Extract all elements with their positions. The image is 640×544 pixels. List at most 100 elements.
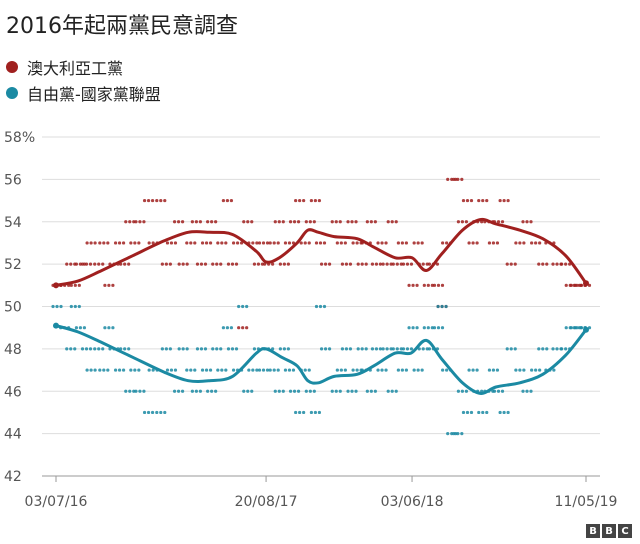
poll-point-labor bbox=[234, 262, 239, 266]
legend-label-coalition: 自由黨-國家黨聯盟 bbox=[27, 85, 161, 104]
poll-point-coalition bbox=[185, 368, 189, 372]
poll-point-labor bbox=[128, 220, 132, 224]
poll-point-coalition bbox=[273, 389, 277, 393]
poll-point-coalition bbox=[198, 389, 202, 393]
poll-point-coalition bbox=[237, 304, 241, 309]
poll-point-coalition bbox=[395, 347, 399, 351]
x-tick-label: 03/07/16 bbox=[25, 494, 88, 510]
poll-point-coalition bbox=[103, 326, 107, 330]
poll-point-coalition bbox=[456, 389, 461, 393]
poll-point-labor bbox=[496, 220, 501, 224]
poll-point-labor bbox=[461, 198, 466, 203]
poll-point-labor bbox=[261, 241, 266, 245]
poll-point-labor bbox=[251, 241, 255, 245]
poll-point-labor bbox=[407, 283, 411, 287]
poll-point-labor bbox=[241, 326, 245, 330]
poll-point-labor bbox=[481, 198, 485, 203]
poll-point-coalition bbox=[312, 389, 316, 393]
poll-point-labor bbox=[246, 220, 250, 224]
poll-point-coalition bbox=[314, 304, 319, 309]
poll-point-labor bbox=[464, 220, 469, 224]
poll-point-coalition bbox=[200, 368, 205, 372]
poll-point-labor bbox=[101, 262, 105, 266]
poll-point-coalition bbox=[291, 368, 296, 372]
poll-point-labor bbox=[475, 241, 479, 245]
poll-point-coalition bbox=[73, 347, 77, 351]
poll-point-coalition bbox=[374, 347, 379, 351]
poll-point-coalition bbox=[394, 389, 398, 393]
poll-point-coalition bbox=[496, 389, 501, 393]
poll-point-labor bbox=[348, 262, 353, 266]
poll-point-labor bbox=[415, 283, 419, 287]
poll-point-labor bbox=[394, 220, 398, 224]
poll-point-labor bbox=[107, 283, 111, 287]
poll-point-labor bbox=[172, 220, 177, 224]
poll-point-coalition bbox=[411, 326, 415, 330]
poll-point-labor bbox=[346, 220, 350, 224]
poll-point-coalition bbox=[318, 304, 323, 309]
poll-point-coalition bbox=[564, 347, 568, 351]
poll-point-labor bbox=[335, 241, 339, 245]
poll-point-coalition bbox=[241, 304, 245, 309]
poll-point-labor bbox=[111, 283, 115, 287]
poll-point-coalition bbox=[268, 368, 272, 372]
poll-point-labor bbox=[185, 241, 189, 245]
poll-point-labor bbox=[509, 262, 513, 266]
poll-point-labor bbox=[93, 262, 97, 266]
poll-point-coalition bbox=[180, 389, 185, 393]
poll-point-coalition bbox=[327, 347, 332, 351]
poll-point-labor bbox=[214, 220, 218, 224]
poll-point-labor bbox=[343, 241, 347, 245]
poll-point-labor bbox=[386, 220, 390, 224]
poll-point-coalition bbox=[142, 389, 146, 393]
poll-point-labor bbox=[538, 241, 542, 245]
poll-point-labor bbox=[564, 283, 568, 287]
y-tick-label: 46 bbox=[4, 384, 22, 400]
poll-point-labor bbox=[296, 220, 301, 224]
poll-point-coalition bbox=[185, 347, 189, 351]
poll-point-coalition bbox=[137, 368, 141, 372]
poll-point-coalition bbox=[569, 326, 573, 330]
poll-point-labor bbox=[340, 262, 345, 266]
poll-point-labor bbox=[203, 262, 208, 266]
poll-point-labor bbox=[500, 220, 505, 224]
poll-point-coalition bbox=[525, 389, 529, 393]
poll-point-coalition bbox=[181, 347, 185, 351]
poll-point-labor bbox=[200, 241, 205, 245]
x-tick-label: 20/08/17 bbox=[235, 494, 298, 510]
poll-point-coalition bbox=[339, 368, 343, 372]
poll-point-coalition bbox=[85, 368, 89, 372]
poll-point-coalition bbox=[487, 368, 492, 372]
poll-point-labor bbox=[288, 220, 293, 224]
poll-point-coalition bbox=[407, 326, 411, 330]
poll-point-labor bbox=[318, 241, 323, 245]
poll-point-labor bbox=[210, 220, 214, 224]
poll-point-labor bbox=[522, 241, 526, 245]
bbc-logo: B B C bbox=[586, 524, 632, 538]
poll-point-coalition bbox=[513, 347, 517, 351]
poll-point-labor bbox=[314, 241, 319, 245]
poll-point-labor bbox=[446, 177, 450, 181]
poll-point-coalition bbox=[84, 347, 89, 351]
legend-label-labor: 澳大利亞工黨 bbox=[27, 59, 124, 78]
poll-point-coalition bbox=[545, 347, 549, 351]
poll-point-coalition bbox=[173, 368, 178, 372]
poll-point-coalition bbox=[93, 368, 97, 372]
poll-point-labor bbox=[168, 262, 172, 266]
poll-point-coalition bbox=[467, 368, 471, 372]
poll-point-coalition bbox=[405, 347, 410, 351]
poll-point-coalition bbox=[88, 347, 93, 351]
poll-point-labor bbox=[220, 241, 224, 245]
poll-point-coalition bbox=[378, 347, 383, 351]
poll-point-labor bbox=[370, 262, 375, 266]
poll-point-labor bbox=[85, 241, 89, 245]
poll-point-coalition bbox=[159, 410, 163, 415]
poll-point-coalition bbox=[461, 410, 466, 415]
bbc-logo-letter: B bbox=[602, 524, 616, 538]
legend-item-coalition: 自由黨-國家黨聯盟 bbox=[6, 80, 161, 106]
poll-point-labor bbox=[374, 262, 379, 266]
poll-point-labor bbox=[445, 241, 449, 245]
poll-point-labor bbox=[344, 262, 349, 266]
poll-point-coalition bbox=[441, 368, 445, 372]
poll-point-coalition bbox=[65, 347, 69, 351]
